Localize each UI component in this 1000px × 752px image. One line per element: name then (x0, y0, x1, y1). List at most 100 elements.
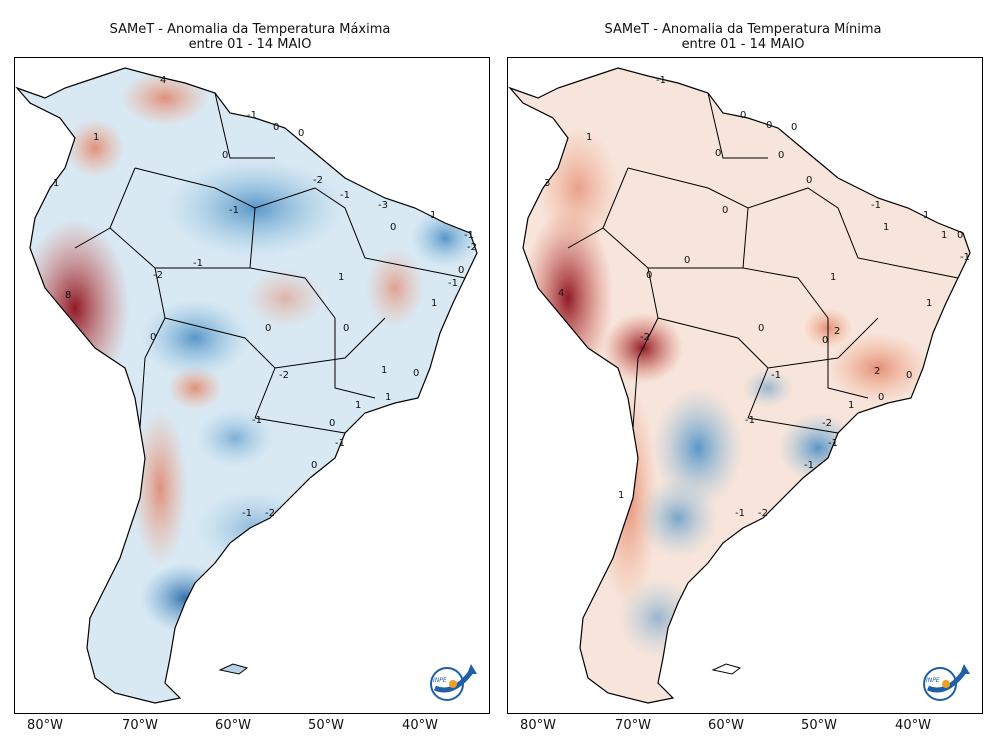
contour-label: 0 (740, 110, 746, 121)
contour-label: 1 (923, 210, 929, 221)
contour-label: 1 (926, 298, 932, 309)
inpe-logo-icon: INPE (923, 664, 970, 701)
contour-label: 0 (722, 205, 728, 216)
contour-label: -1 (340, 190, 350, 201)
contour-label: 1 (848, 400, 854, 411)
contour-label: -1 (960, 252, 970, 263)
contour-label: 0 (766, 120, 772, 131)
contour-label: 1 (586, 132, 592, 143)
contour-label: -1 (335, 438, 345, 449)
contour-label: -1 (735, 508, 745, 519)
title-line-1: SAMeT - Anomalia da Temperatura Mínima (604, 22, 882, 37)
contour-label: 0 (822, 335, 828, 346)
contour-label: -1 (247, 110, 257, 121)
map-frame: -1 1 0 0 0 0 0 3 0 -1 1 1 0 1 0 0 -1 4 1… (507, 57, 983, 714)
contour-label: 0 (778, 150, 784, 161)
contour-label: -2 (153, 270, 163, 281)
contour-label: 0 (758, 323, 764, 334)
contour-label: -3 (378, 200, 388, 211)
contour-label: 8 (65, 290, 71, 301)
contour-label: -1 (252, 415, 262, 426)
contour-label: 1 (431, 298, 437, 309)
contour-label: 0 (646, 270, 652, 281)
logo-text: INPE (433, 677, 447, 684)
contour-label: -1 (464, 230, 474, 241)
contour-label: -1 (242, 508, 252, 519)
contour-label: 3 (544, 178, 550, 189)
contour-label: 0 (791, 122, 797, 133)
contour-label: 1 (53, 178, 59, 189)
contour-label: 1 (941, 230, 947, 241)
contour-label: -1 (804, 460, 814, 471)
contour-label: 0 (390, 222, 396, 233)
panel-title: SAMeT - Anomalia da Temperatura Máxima e… (0, 22, 500, 52)
contour-label: 0 (273, 122, 279, 133)
contour-label: 1 (93, 132, 99, 143)
contour-label: -2 (265, 508, 275, 519)
contour-label: 0 (957, 230, 963, 241)
contour-label: 4 (558, 288, 564, 299)
contour-label: 0 (222, 150, 228, 161)
contour-labels: -1 1 0 0 0 0 0 3 0 -1 1 1 0 1 0 0 -1 4 1… (544, 75, 970, 519)
x-tick-label: 80°W (520, 718, 556, 733)
contour-label: 0 (329, 418, 335, 429)
title-line-1: SAMeT - Anomalia da Temperatura Máxima (109, 22, 391, 37)
contour-label: 0 (150, 332, 156, 343)
contour-label: -1 (193, 258, 203, 269)
contour-label: -2 (640, 332, 650, 343)
contour-label: -1 (448, 278, 458, 289)
contour-label: 1 (355, 400, 361, 411)
contour-label: -2 (758, 508, 768, 519)
contour-label: 4 (160, 75, 166, 86)
inpe-logo: INPE (920, 660, 972, 704)
contour-label: 1 (430, 210, 436, 221)
contour-label: -2 (313, 175, 323, 186)
contour-label: 1 (883, 222, 889, 233)
inpe-logo: INPE (427, 660, 479, 704)
inpe-logo-icon: INPE (430, 664, 477, 701)
contour-label: 0 (906, 370, 912, 381)
panel-title: SAMeT - Anomalia da Temperatura Mínima e… (493, 22, 993, 52)
x-tick-label: 50°W (801, 718, 837, 733)
contour-label: -1 (745, 415, 755, 426)
anomaly-map: 4 -1 0 1 0 0 -1 -2 -1 -3 1 1 -1 -2 0 -1 … (16, 67, 478, 704)
contour-label: 0 (878, 392, 884, 403)
contour-label: -1 (656, 75, 666, 86)
contour-label: -2 (822, 418, 832, 429)
contour-label: -1 (828, 438, 838, 449)
contour-label: 0 (311, 460, 317, 471)
contour-labels: 4 -1 0 1 0 0 -1 -2 -1 -3 1 1 -1 -2 0 -1 … (53, 75, 477, 519)
panel-max-temperature: SAMeT - Anomalia da Temperatura Máxima e… (0, 22, 500, 733)
contour-label: -1 (229, 205, 239, 216)
panel-min-temperature: SAMeT - Anomalia da Temperatura Mínima e… (493, 0, 993, 752)
logo-text: INPE (926, 677, 940, 684)
contour-label: 1 (385, 392, 391, 403)
x-tick-label: 60°W (215, 718, 251, 733)
contour-label: 2 (874, 366, 880, 377)
contour-label: 0 (806, 175, 812, 186)
contour-label: -1 (771, 370, 781, 381)
x-tick-label: 70°W (615, 718, 651, 733)
contour-label: 0 (413, 368, 419, 379)
contour-label: 0 (458, 265, 464, 276)
x-tick-label: 50°W (308, 718, 344, 733)
title-line-2: entre 01 - 14 MAIO (681, 37, 805, 52)
x-tick-label: 40°W (895, 718, 931, 733)
x-tick-label: 40°W (402, 718, 438, 733)
contour-label: 1 (381, 365, 387, 376)
contour-label: 1 (618, 490, 624, 501)
title-line-2: entre 01 - 14 MAIO (188, 37, 312, 52)
contour-label: 0 (343, 323, 349, 334)
contour-label: -2 (279, 370, 289, 381)
contour-label: -1 (871, 200, 881, 211)
contour-label: 1 (338, 272, 344, 283)
contour-label: 0 (265, 323, 271, 334)
contour-label: 1 (830, 272, 836, 283)
anomaly-map: -1 1 0 0 0 0 0 3 0 -1 1 1 0 1 0 0 -1 4 1… (509, 67, 971, 704)
contour-label: 0 (684, 255, 690, 266)
x-tick-label: 80°W (27, 718, 63, 733)
contour-label: 0 (715, 148, 721, 159)
x-tick-label: 60°W (708, 718, 744, 733)
x-tick-label: 70°W (122, 718, 158, 733)
map-frame: 4 -1 0 1 0 0 -1 -2 -1 -3 1 1 -1 -2 0 -1 … (14, 57, 490, 714)
